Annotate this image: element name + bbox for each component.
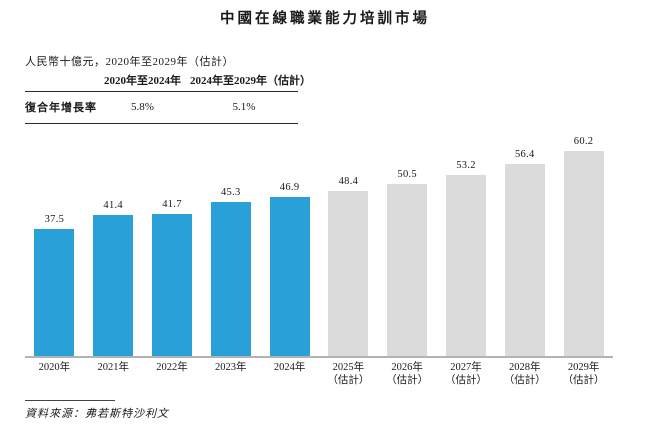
bar-value-label: 41.7 [162, 199, 182, 211]
bar-slot-2023年: 45.3 [201, 135, 260, 356]
cagr-table-data-row: 復合年增長率 5.8% 5.1% [25, 92, 298, 124]
cagr-value-2020-2024: 5.8% [131, 101, 154, 113]
bar-2029年 [563, 151, 604, 356]
bar-slot-2027年: 53.2 [437, 135, 496, 356]
bar-slot-2029年: 60.2 [554, 135, 613, 356]
cagr-row-label: 復合年增長率 [25, 102, 97, 114]
source-divider-line [25, 400, 115, 401]
source-note: 資料來源：弗若斯特沙利文 [25, 400, 169, 421]
cagr-value-2024-2029: 5.1% [232, 101, 256, 113]
bar-2026年 [387, 184, 428, 356]
bar-value-label: 56.4 [514, 149, 535, 161]
bar-value-label: 41.4 [103, 200, 123, 212]
bar-2025年 [328, 191, 369, 356]
x-axis-label-2027年: 2027年 （估計） [444, 362, 487, 386]
cagr-col-header-2020-2024: 2020年至2024年 [104, 75, 181, 87]
x-axis-label-2021年: 2021年 [97, 362, 129, 373]
bar-slot-2028年: 56.4 [495, 135, 554, 356]
bar-value-label: 46.9 [279, 181, 300, 193]
bar-slot-2024年: 46.9 [260, 135, 319, 356]
bar-chart: 37.5 41.4 41.7 45.3 46.9 48.4 50.5 53.2 56.4 60.2 [25, 135, 613, 358]
bar-2020年 [34, 228, 75, 356]
bar-value-label: 45.3 [221, 186, 241, 198]
bar-2024年 [269, 196, 310, 356]
chart-subtitle: 人民幣十億元，2020年至2029年（估計） [25, 56, 234, 68]
cagr-col-header-2024-2029: 2024年至2029年（估計） [190, 75, 311, 87]
bar-2027年 [445, 175, 486, 356]
bar-slot-2020年: 37.5 [25, 135, 84, 356]
bar-value-label: 48.4 [338, 176, 359, 188]
x-axis-label-2020年: 2020年 [38, 362, 71, 373]
x-axis-label-2026年: 2026年 （估計） [386, 362, 429, 386]
x-axis-labels: 2020年 2021年 2022年 2023年 2024年 2025年 （估計） 2026年（… [25, 361, 613, 387]
bar-slot-2025年: 48.4 [319, 135, 378, 356]
bar-slot-2026年: 50.5 [378, 135, 437, 356]
bar-chart-plot-area: 37.5 41.4 41.7 45.3 46.9 48.4 50.5 53.2 56.4 60.2 [25, 135, 613, 356]
page-title: 中國在線職業能力培訓市場 [220, 11, 430, 27]
source-text: 資料來源：弗若斯特沙利文 [25, 408, 169, 420]
x-axis-label-2028年: 2028年 （估計） [503, 362, 546, 386]
bar-slot-2022年: 41.7 [143, 135, 202, 356]
x-axis-label-2022年: 2022年 [156, 362, 188, 373]
bar-2022年 [151, 214, 192, 356]
x-axis-label-2025年: 2025年 （估計） [327, 362, 370, 386]
cagr-table: 2020年至2024年 2024年至2029年（估計） 復合年增長率 5.8% … [25, 72, 311, 124]
x-axis-label-2024年: 2024年 [273, 362, 306, 373]
x-axis-label-2023年: 2023年 [215, 362, 247, 373]
bar-value-label: 60.2 [573, 136, 594, 148]
bar-2021年 [93, 215, 134, 356]
bar-2023年 [210, 201, 251, 356]
bar-value-label: 37.5 [44, 213, 65, 225]
bar-slot-2021年: 41.4 [84, 135, 143, 356]
bar-2028年 [504, 164, 545, 356]
x-axis-label-2029年: 2029年 （估計） [562, 362, 605, 386]
bar-value-label: 53.2 [456, 160, 476, 172]
x-axis-line [25, 356, 613, 358]
bar-value-label: 50.5 [397, 169, 417, 181]
cagr-table-header-row: 2020年至2024年 2024年至2029年（估計） [25, 72, 311, 92]
